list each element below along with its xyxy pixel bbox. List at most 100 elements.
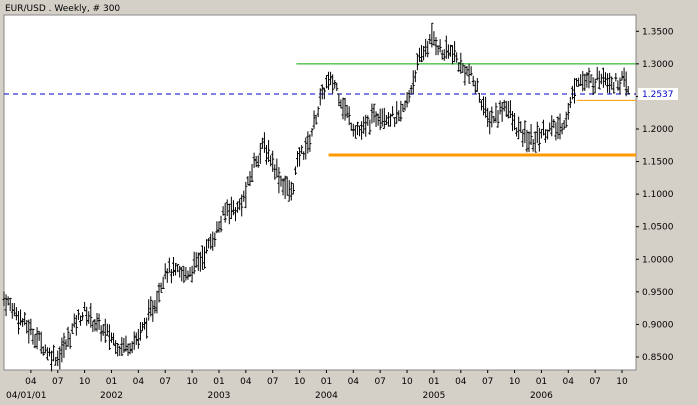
ohlc-bar <box>41 346 45 356</box>
ohlc-bar <box>120 337 124 357</box>
ohlc-bar <box>510 111 514 132</box>
ohlc-bar <box>151 300 155 322</box>
ohlc-bar <box>238 198 242 211</box>
ohlc-bar <box>215 221 219 234</box>
ohlc-bar <box>581 71 585 92</box>
y-axis: 1.35001.30001.25001.20001.15001.10001.05… <box>636 27 674 363</box>
ohlc-bar <box>277 167 281 194</box>
ohlc-bar <box>43 344 47 354</box>
ohlc-bar <box>397 110 401 122</box>
ohlc-bar <box>304 137 308 160</box>
ohlc-bar <box>174 262 178 276</box>
ohlc-bar <box>89 303 93 328</box>
ohlc-bar <box>535 121 539 144</box>
ohlc-bar <box>413 70 417 83</box>
ohlc-bar <box>457 62 461 72</box>
ohlc-bar <box>27 319 31 344</box>
ohlc-bar <box>136 329 140 349</box>
chart-title: EUR/USD . Weekly, # 300 <box>5 4 120 14</box>
ohlc-bar <box>213 232 217 247</box>
ohlc-bar <box>345 104 349 119</box>
ohlc-bar <box>422 45 426 61</box>
ohlc-bar <box>198 251 202 272</box>
ohlc-bar <box>364 114 368 137</box>
ohlc-bar <box>159 282 163 293</box>
ohlc-bar <box>231 200 235 216</box>
x-tick-label: 04 <box>133 377 145 387</box>
y-tick-label: 0.9500 <box>642 288 674 298</box>
ohlc-bar <box>192 251 196 275</box>
ohlc-bar <box>169 268 173 284</box>
ohlc-bar <box>331 74 335 94</box>
ohlc-bar <box>434 37 438 56</box>
ohlc-bar <box>60 337 64 363</box>
ohlc-bar <box>411 70 415 94</box>
ohlc-bar <box>337 93 341 107</box>
x-tick-label: 04 <box>25 377 37 387</box>
ohlc-bar <box>324 75 328 89</box>
ohlc-bar <box>128 342 132 355</box>
ohlc-bar <box>2 291 6 306</box>
ohlc-bar <box>262 132 266 153</box>
ohlc-bar <box>196 252 200 271</box>
ohlc-bar <box>279 175 283 187</box>
ohlc-bar <box>97 313 101 330</box>
ohlc-bar <box>244 181 248 209</box>
ohlc-bar <box>254 155 258 168</box>
ohlc-bar <box>188 267 192 277</box>
ohlc-bar <box>616 80 620 91</box>
ohlc-bar <box>389 113 393 127</box>
ohlc-bar <box>31 328 35 345</box>
ohlc-bar <box>23 312 27 326</box>
ohlc-bar <box>322 87 326 100</box>
ohlc-bar <box>527 131 531 153</box>
ohlc-bar <box>112 332 116 346</box>
ohlc-bar <box>362 116 366 134</box>
ohlc-bar <box>126 343 130 357</box>
ohlc-bar <box>21 318 25 327</box>
ohlc-bar <box>207 238 211 249</box>
ohlc-bar <box>140 322 144 332</box>
ohlc-bar <box>420 45 424 63</box>
ohlc-bar <box>370 103 374 124</box>
ohlc-bar <box>217 221 221 233</box>
x-tick-label: 04 <box>563 377 575 387</box>
ohlc-bar <box>614 72 618 82</box>
ohlc-bar <box>415 53 419 71</box>
ohlc-bar <box>384 114 388 126</box>
ohlc-bar <box>374 111 378 128</box>
ohlc-bar <box>93 319 97 332</box>
ohlc-bar <box>380 108 384 127</box>
ohlc-bar <box>318 88 322 106</box>
ohlc-bar <box>223 202 227 223</box>
ohlc-bar <box>56 350 60 367</box>
ohlc-bar <box>339 99 343 109</box>
ohlc-bar <box>91 320 95 333</box>
ohlc-bar <box>601 67 605 88</box>
ohlc-bar <box>572 78 576 104</box>
ohlc-bar <box>291 183 295 195</box>
x-tick-label: 10 <box>79 377 91 387</box>
x-tick-label: 01 <box>213 377 224 387</box>
ohlc-bar <box>293 166 297 176</box>
y-tick-label: 1.0000 <box>642 255 674 265</box>
ohlc-bar <box>537 127 541 152</box>
ohlc-bar <box>72 313 76 328</box>
ohlc-bar <box>54 357 58 366</box>
ohlc-bar <box>494 102 498 123</box>
ohlc-bar <box>103 318 107 343</box>
ohlc-bar <box>568 96 572 109</box>
ohlc-bar <box>610 76 614 90</box>
ohlc-bar <box>444 35 448 59</box>
ohlc-bar <box>29 318 33 336</box>
x-tick-label: 01 <box>428 377 439 387</box>
x-tick-label: 10 <box>616 377 628 387</box>
ohlc-bar <box>469 66 473 76</box>
ohlc-bar <box>529 123 533 145</box>
x-tick-label: 07 <box>267 377 278 387</box>
ohlc-bar <box>438 39 442 53</box>
ohlc-bar <box>523 120 527 144</box>
y-tick-label: 1.2000 <box>642 125 674 135</box>
ohlc-bar <box>502 99 506 112</box>
ohlc-bar <box>585 72 589 88</box>
